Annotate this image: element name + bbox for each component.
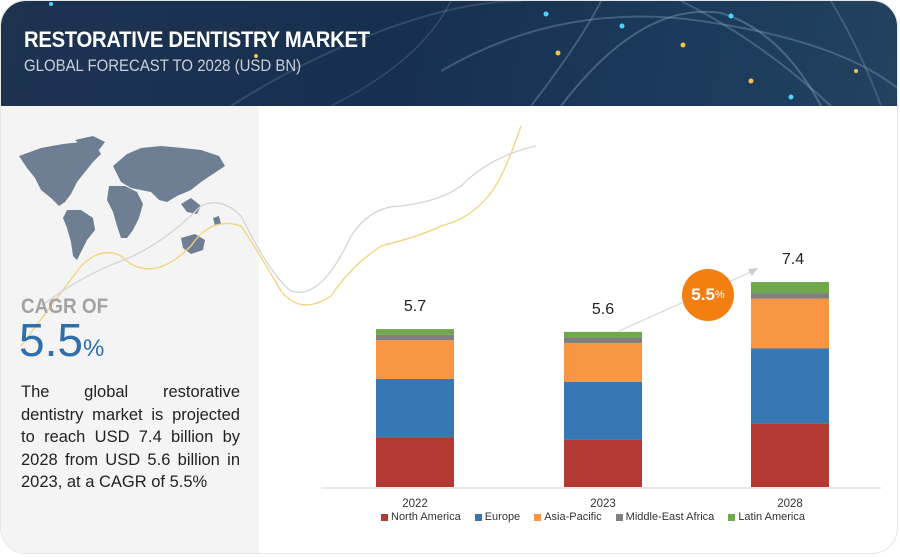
cagr-value: 5.5% [19,315,104,374]
bar-segment-asia-pacific-2023 [564,342,642,382]
legend-item-middle-east-africa: Middle-East Africa [615,511,715,523]
bar-segment-north-america-2028 [751,423,829,487]
legend-swatch [381,513,388,521]
decorative-lines [19,125,537,347]
cagr-unit: % [82,335,105,362]
bar-segment-europe-2022 [376,378,454,438]
bar-segment-latin-america-2028 [751,282,829,294]
legend-item-asia-pacific: Asia-Pacific [534,511,602,523]
growth-arrow-head [748,268,758,276]
bar-segment-asia-pacific-2022 [376,340,454,379]
legend-item-europe: Europe [474,511,521,523]
bar-total-label: 5.7 [404,298,426,315]
legend-label: North America [391,511,461,523]
bar-segment-middle-east-africa-2028 [751,293,829,299]
market-description: The global restorative dentistry market … [21,383,240,491]
bar-segment-north-america-2022 [376,437,454,487]
header-background-decoration [49,1,897,106]
bar-total-label: 7.4 [782,251,804,268]
world-map-icon [19,136,225,260]
legend-swatch [728,513,736,521]
legend-label: Latin America [738,511,805,523]
legend-swatch [534,513,542,521]
bar-segment-middle-east-africa-2022 [376,334,454,341]
x-tick-label: 2028 [777,498,803,510]
legend-label: Europe [484,511,521,523]
x-tick-label: 2022 [402,498,428,510]
cagr-label: CAGR OF [21,295,109,318]
bar-total-label: 5.6 [592,301,614,318]
bar-segment-latin-america-2022 [376,329,454,335]
growth-rate-unit: % [714,289,725,301]
growth-rate-badge: 5.5% [682,269,734,321]
legend-item-north-america: North America [381,511,461,523]
cagr-number: 5.5 [19,314,83,366]
bar-segment-asia-pacific-2028 [751,298,829,349]
page-title: RESTORATIVE DENTISTRY MARKET [24,27,370,52]
x-tick-label: 2023 [590,498,616,510]
growth-rate-value: 5.5 [691,285,715,304]
legend-swatch [615,513,623,521]
header-banner: RESTORATIVE DENTISTRY MARKET GLOBAL FORE… [1,1,897,106]
bar-segment-latin-america-2023 [564,331,642,338]
page-subtitle: GLOBAL FORECAST TO 2028 (USD BN) [24,56,302,75]
legend-item-latin-america: Latin America [728,511,805,523]
legend-label: Asia-Pacific [544,511,602,523]
bar-segment-europe-2023 [564,381,642,440]
bar-segment-middle-east-africa-2023 [564,337,642,343]
chart-legend: North America Europe Asia-Pacific Middle… [381,511,805,523]
bar-segment-north-america-2023 [564,439,642,487]
bar-segment-europe-2028 [751,348,829,424]
legend-label: Middle-East Africa [625,511,715,523]
legend-swatch [474,513,482,521]
